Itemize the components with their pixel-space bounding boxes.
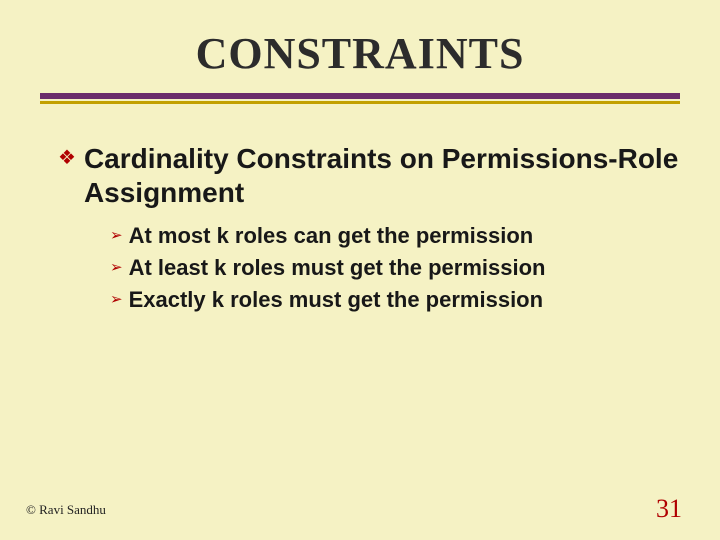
footer-copyright: © Ravi Sandhu [26,502,106,518]
arrow-bullet-icon: ➢ [110,286,123,314]
bullet-level1: ❖ Cardinality Constraints on Permissions… [58,142,680,210]
level2-group: ➢ At most k roles can get the permission… [58,222,680,314]
level2-text: At least k roles must get the permission [129,254,546,282]
separator-rule-top [40,93,680,99]
separator-rule-bottom [40,101,680,104]
arrow-bullet-icon: ➢ [110,222,123,250]
arrow-bullet-icon: ➢ [110,254,123,282]
level2-text: At most k roles can get the permission [129,222,534,250]
slide-title: CONSTRAINTS [40,28,680,79]
slide: CONSTRAINTS ❖ Cardinality Constraints on… [0,0,720,540]
bullet-level2: ➢ At most k roles can get the permission [110,222,680,250]
level1-text: Cardinality Constraints on Permissions-R… [84,142,680,210]
diamond-bullet-icon: ❖ [58,142,76,174]
bullet-level2: ➢ Exactly k roles must get the permissio… [110,286,680,314]
content-area: ❖ Cardinality Constraints on Permissions… [40,142,680,314]
level2-text: Exactly k roles must get the permission [129,286,543,314]
bullet-level2: ➢ At least k roles must get the permissi… [110,254,680,282]
page-number: 31 [656,494,682,524]
